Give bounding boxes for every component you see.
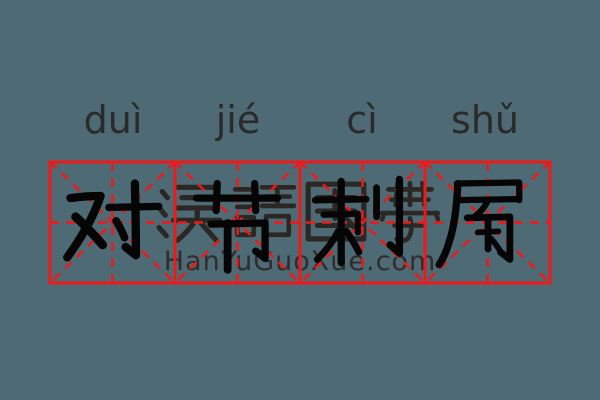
pinyin-syllable-3: cì (346, 98, 378, 142)
pinyin-syllable-1: duì (83, 98, 143, 142)
pinyin-syllable-4: shǔ (451, 98, 519, 142)
hanzi-glyph-shu (435, 179, 523, 269)
hanzi-glyph-jie (192, 179, 282, 274)
grid-frame (48, 160, 552, 285)
hanzi-glyph-ci (311, 175, 404, 267)
pinyin-syllable-2: jié (215, 98, 261, 142)
hanzi-glyph-dui (63, 179, 163, 262)
